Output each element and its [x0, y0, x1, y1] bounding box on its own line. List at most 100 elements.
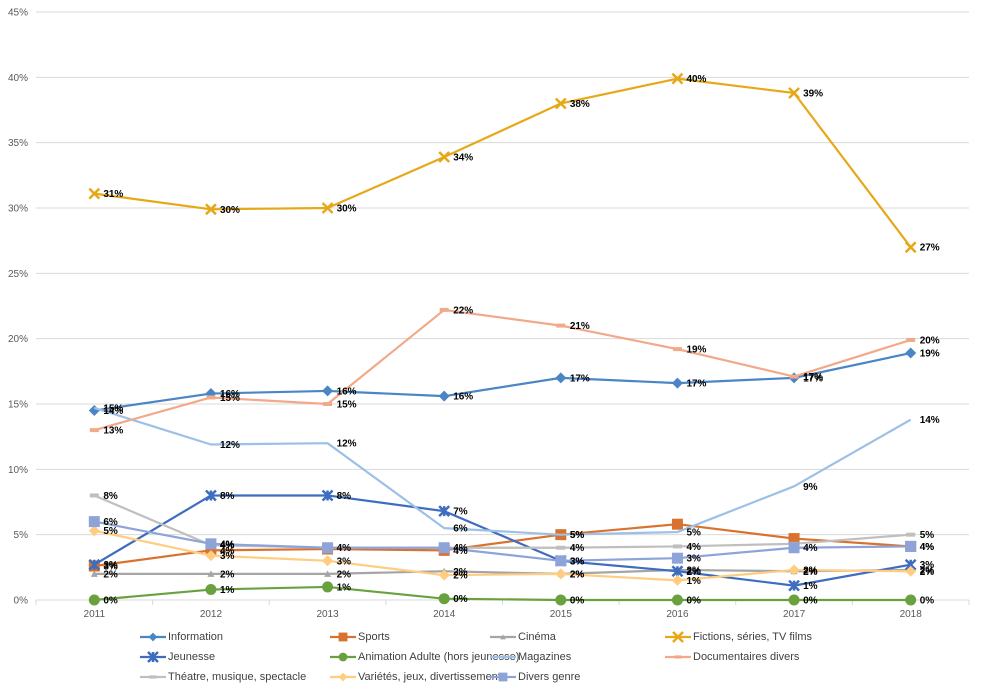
square-marker: [555, 555, 567, 567]
diamond-marker: [671, 377, 683, 389]
gridlines: [36, 11, 969, 536]
y-tick-label: 35%: [8, 138, 28, 149]
legend-item: Fictions, séries, TV films: [665, 629, 812, 645]
legend-item: Jeunesse: [140, 649, 215, 665]
data-label: 3%: [220, 551, 235, 562]
data-label: 2%: [920, 567, 935, 578]
series-line: [94, 308, 912, 432]
series-magazines: [93, 406, 912, 536]
legend-swatch-icon: [490, 655, 516, 659]
x-tick-label: 2011: [84, 609, 106, 620]
data-label: 1%: [803, 581, 818, 592]
star-marker: [147, 651, 159, 663]
data-label: 8%: [220, 491, 235, 502]
dash-marker: [906, 532, 916, 537]
square-marker: [338, 632, 348, 642]
dash-marker: [439, 307, 449, 312]
line-chart: 0%5%10%15%20%25%30%35%40%45% 2011 2012 201…: [8, 8, 970, 620]
x-tick-label: 2017: [783, 609, 806, 620]
diamond-marker: [905, 565, 917, 577]
data-label: 30%: [337, 204, 357, 215]
series-line: [94, 585, 911, 602]
diamond-marker: [338, 672, 348, 682]
legend-label: Jeunesse: [168, 651, 216, 663]
legend-swatch-icon: [665, 631, 691, 643]
diamond-marker: [322, 385, 334, 397]
data-label: 5%: [570, 530, 585, 541]
legend-swatch-icon: [330, 632, 356, 642]
data-label: 5%: [103, 526, 118, 537]
series-line: [93, 406, 912, 536]
legend-item: Variétés, jeux, divertissements: [330, 669, 506, 685]
data-label: 15%: [337, 400, 357, 411]
star-marker: [788, 579, 800, 592]
data-label: 20%: [920, 335, 940, 346]
data-label: 4%: [453, 543, 468, 554]
data-label: 8%: [103, 491, 118, 502]
x-marker: [904, 241, 917, 254]
legend-label: Fictions, séries, TV films: [693, 631, 812, 643]
square-marker: [788, 542, 800, 554]
data-label: 22%: [453, 305, 473, 316]
legend-swatch-icon: [140, 632, 166, 642]
dash-marker: [89, 428, 99, 433]
data-label: 3%: [103, 562, 118, 573]
star-marker: [88, 558, 101, 571]
legend-label: Magazines: [518, 651, 572, 663]
legend: Information Sports Cinéma Fictions, séries,…: [0, 628, 981, 688]
data-label: 17%: [570, 373, 590, 384]
star-marker: [438, 505, 451, 518]
circle-marker: [905, 594, 917, 606]
data-label: 8%: [337, 491, 352, 502]
legend-item: Divers genre: [490, 669, 580, 685]
square-marker: [788, 533, 800, 545]
data-label: 1%: [220, 585, 235, 596]
data-label: 27%: [920, 243, 940, 254]
y-tick-label: 15%: [8, 400, 28, 411]
data-label: 4%: [220, 539, 235, 550]
data-label: 38%: [570, 99, 590, 110]
data-label: 12%: [220, 440, 240, 451]
data-label: 3%: [103, 560, 118, 571]
square-marker: [905, 540, 917, 552]
y-tick-label: 45%: [8, 8, 28, 19]
data-label: 3%: [570, 556, 585, 567]
data-label: 5%: [570, 530, 585, 541]
legend-swatch-icon: [665, 655, 691, 659]
data-label: 1%: [686, 576, 701, 587]
star-marker: [205, 489, 217, 502]
triangle-marker: [207, 570, 215, 577]
legend-label: Sports: [358, 631, 390, 643]
circle-marker: [671, 594, 683, 606]
x-axis-tick-labels: 2011 2012 2013 2014 2015 2016 2017 2018: [84, 609, 923, 620]
legend-item: Animation Adulte (hors jeunesse): [330, 649, 519, 665]
dash-marker: [323, 402, 333, 406]
data-label: 14%: [103, 406, 123, 417]
data-label: 2%: [686, 565, 701, 576]
square-marker: [498, 672, 508, 682]
data-label: 34%: [453, 153, 473, 164]
circle-marker: [88, 594, 100, 606]
data-label: 0%: [570, 596, 585, 607]
data-label: 40%: [686, 74, 706, 85]
data-label: 19%: [686, 345, 706, 356]
x-tick-label: 2013: [316, 609, 339, 620]
square-marker: [322, 542, 334, 554]
series-line: [93, 494, 911, 549]
data-label: 3%: [920, 560, 935, 571]
x-marker: [88, 187, 101, 200]
data-label: 16%: [453, 392, 473, 403]
series-fictions-s-ries-tv-films: [88, 72, 917, 254]
data-label: 2%: [570, 569, 585, 580]
dash-marker: [672, 347, 682, 352]
data-label: 2%: [920, 565, 935, 576]
y-tick-label: 30%: [8, 204, 28, 215]
data-label: 3%: [337, 556, 352, 567]
data-label: 0%: [686, 596, 701, 607]
data-label: 4%: [803, 543, 818, 554]
y-tick-label: 40%: [8, 73, 28, 84]
x-marker: [554, 97, 567, 110]
data-label: 2%: [686, 567, 701, 578]
series-animation-adulte-hors-jeunesse-: [88, 581, 917, 606]
data-label: 16%: [337, 386, 357, 397]
